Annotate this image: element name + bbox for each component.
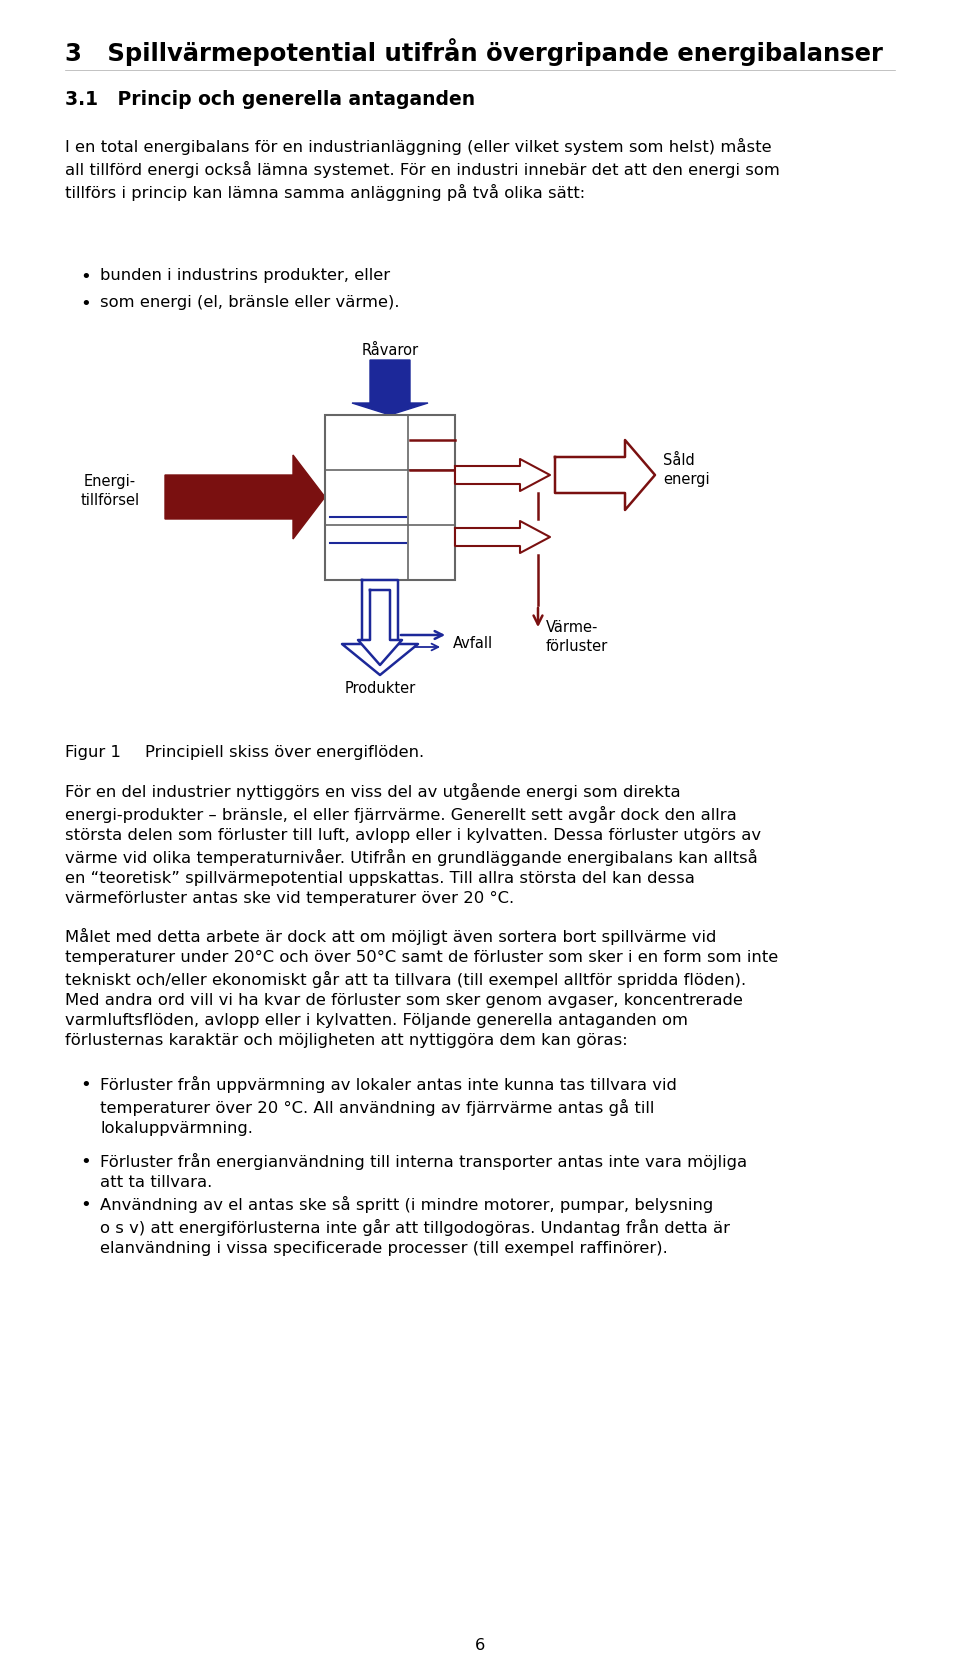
Polygon shape <box>165 455 325 538</box>
Text: 3   Spillvärmepotential utifrån övergripande energibalanser: 3 Spillvärmepotential utifrån övergripan… <box>65 38 883 66</box>
Polygon shape <box>555 440 655 510</box>
Text: Råvaror: Råvaror <box>361 342 419 357</box>
Text: bunden i industrins produkter, eller: bunden i industrins produkter, eller <box>100 268 390 283</box>
Text: 3.1   Princip och generella antaganden: 3.1 Princip och generella antaganden <box>65 90 475 110</box>
Text: •: • <box>80 1153 91 1172</box>
Polygon shape <box>455 520 550 553</box>
Text: Såld
energi: Såld energi <box>663 454 709 487</box>
Text: Målet med detta arbete är dock att om möjligt även sortera bort spillvärme vid
t: Målet med detta arbete är dock att om mö… <box>65 927 779 1049</box>
Text: Figur 1: Figur 1 <box>65 745 121 760</box>
Text: I en total energibalans för en industrianläggning (eller vilket system som helst: I en total energibalans för en industria… <box>65 138 780 201</box>
Text: 6: 6 <box>475 1639 485 1654</box>
Polygon shape <box>352 361 428 416</box>
Text: Produkter: Produkter <box>345 681 416 696</box>
Text: •: • <box>80 294 91 312</box>
Text: Energi-
tillförsel: Energi- tillförsel <box>81 474 139 509</box>
Text: Förluster från uppvärmning av lokaler antas inte kunna tas tillvara vid
temperat: Förluster från uppvärmning av lokaler an… <box>100 1075 677 1135</box>
Text: Avfall: Avfall <box>453 635 493 650</box>
Bar <box>325 416 455 580</box>
Text: Användning av el antas ske så spritt (i mindre motorer, pumpar, belysning
o s v): Användning av el antas ske så spritt (i … <box>100 1197 730 1256</box>
Polygon shape <box>455 459 550 490</box>
Text: •: • <box>80 1075 91 1094</box>
Text: Värme-
förluster: Värme- förluster <box>546 620 609 653</box>
Text: •: • <box>80 268 91 286</box>
Polygon shape <box>342 580 418 675</box>
Text: Principiell skiss över energiflöden.: Principiell skiss över energiflöden. <box>145 745 424 760</box>
Text: som energi (el, bränsle eller värme).: som energi (el, bränsle eller värme). <box>100 294 399 311</box>
Text: •: • <box>80 1197 91 1213</box>
Polygon shape <box>358 590 402 665</box>
Text: Förluster från energianvändning till interna transporter antas inte vara möjliga: Förluster från energianvändning till int… <box>100 1153 747 1190</box>
Text: För en del industrier nyttiggörs en viss del av utgående energi som direkta
ener: För en del industrier nyttiggörs en viss… <box>65 783 761 906</box>
